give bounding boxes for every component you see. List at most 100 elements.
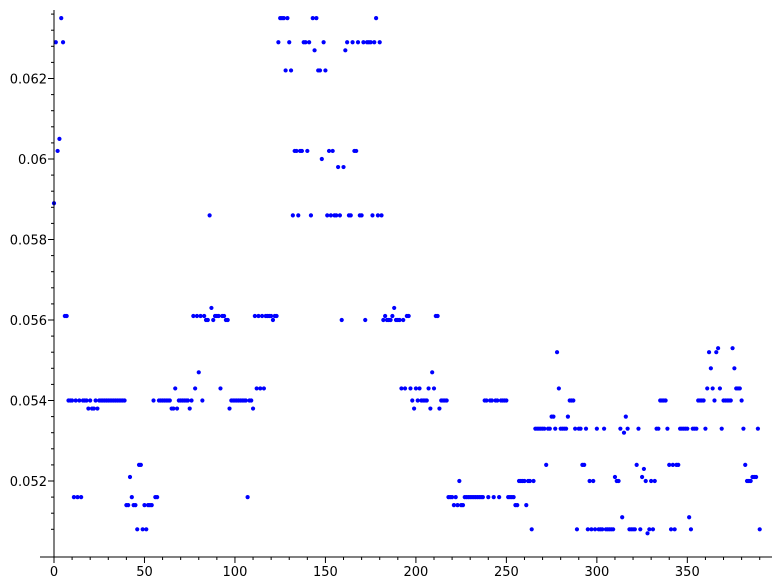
data-point — [368, 40, 373, 45]
data-point — [350, 40, 355, 45]
data-point — [551, 414, 556, 419]
data-point — [218, 386, 223, 391]
data-point — [321, 40, 326, 45]
data-point — [647, 527, 652, 532]
data-point — [73, 398, 78, 403]
data-point — [140, 527, 145, 532]
data-point — [270, 317, 276, 323]
data-point — [127, 474, 133, 480]
data-point — [314, 16, 319, 21]
data-point — [312, 48, 317, 53]
data-point — [171, 406, 176, 411]
data-point — [397, 317, 402, 323]
data-point — [491, 495, 496, 500]
data-point — [174, 406, 180, 411]
data-point — [582, 462, 587, 467]
data-point — [57, 136, 62, 141]
data-point — [676, 462, 681, 467]
data-point — [649, 478, 654, 484]
data-point — [408, 386, 413, 391]
data-point — [591, 478, 596, 484]
data-point — [77, 398, 82, 403]
data-point — [335, 164, 341, 170]
data-point — [620, 515, 625, 520]
data-point — [296, 213, 301, 218]
y-axis-ticks: 0.052 0.054 0.056 0.058 0.06 0.062 — [10, 13, 54, 530]
data-point — [411, 406, 417, 411]
data-point — [406, 313, 411, 319]
data-point — [410, 398, 415, 403]
data-point — [665, 426, 670, 431]
data-point — [641, 466, 647, 472]
data-point — [142, 503, 147, 508]
data-point — [592, 527, 598, 532]
data-point — [60, 40, 66, 45]
data-point — [542, 426, 547, 431]
data-point — [639, 474, 645, 480]
data-point — [486, 495, 491, 500]
data-point — [167, 398, 172, 403]
data-point — [93, 398, 98, 403]
data-point — [544, 462, 549, 467]
data-point — [370, 213, 375, 218]
data-point — [430, 370, 435, 375]
data-point — [294, 148, 299, 154]
data-point — [129, 495, 134, 500]
data-point — [417, 386, 422, 391]
data-point — [743, 462, 748, 467]
data-point — [88, 398, 93, 403]
data-point — [672, 527, 677, 532]
data-point — [361, 40, 366, 45]
data-point — [703, 426, 708, 431]
data-point — [457, 478, 462, 484]
data-point — [209, 305, 214, 311]
data-point — [79, 495, 84, 500]
data-point — [531, 478, 536, 484]
data-point — [578, 426, 583, 431]
x-tick-label: 150 — [313, 565, 338, 580]
y-tick-label: 0.052 — [10, 475, 47, 490]
data-point — [200, 398, 205, 403]
data-point — [527, 478, 533, 484]
data-point — [250, 406, 256, 411]
data-point — [95, 406, 100, 411]
data-point — [258, 386, 263, 391]
data-point — [748, 478, 753, 484]
x-tick-label: 50 — [136, 565, 153, 580]
data-point — [84, 398, 89, 403]
data-point — [625, 426, 630, 431]
data-point — [388, 317, 393, 323]
y-tick-label: 0.058 — [10, 234, 47, 249]
y-tick-label: 0.056 — [10, 314, 47, 329]
data-point — [413, 386, 419, 391]
data-point — [75, 495, 80, 500]
data-point — [670, 462, 675, 467]
data-point — [290, 213, 295, 218]
data-point — [719, 426, 724, 431]
data-point — [714, 350, 719, 355]
data-point — [354, 148, 359, 154]
data-point — [565, 414, 571, 419]
data-point — [138, 462, 143, 467]
data-point — [524, 503, 529, 508]
data-point — [319, 156, 324, 162]
data-point — [317, 68, 323, 73]
x-tick-label: 250 — [494, 565, 519, 580]
data-point — [330, 148, 335, 154]
data-point — [685, 426, 690, 431]
data-point — [328, 213, 333, 218]
data-point — [511, 495, 516, 500]
data-point — [323, 68, 328, 73]
data-point — [444, 398, 449, 403]
data-point — [194, 313, 200, 319]
data-point — [225, 317, 230, 323]
data-point — [198, 313, 203, 319]
data-point — [252, 313, 257, 319]
data-point — [227, 406, 232, 411]
data-point — [616, 478, 621, 484]
data-point — [288, 68, 294, 73]
data-point — [339, 317, 344, 323]
data-point — [71, 495, 77, 500]
data-point — [245, 495, 250, 500]
